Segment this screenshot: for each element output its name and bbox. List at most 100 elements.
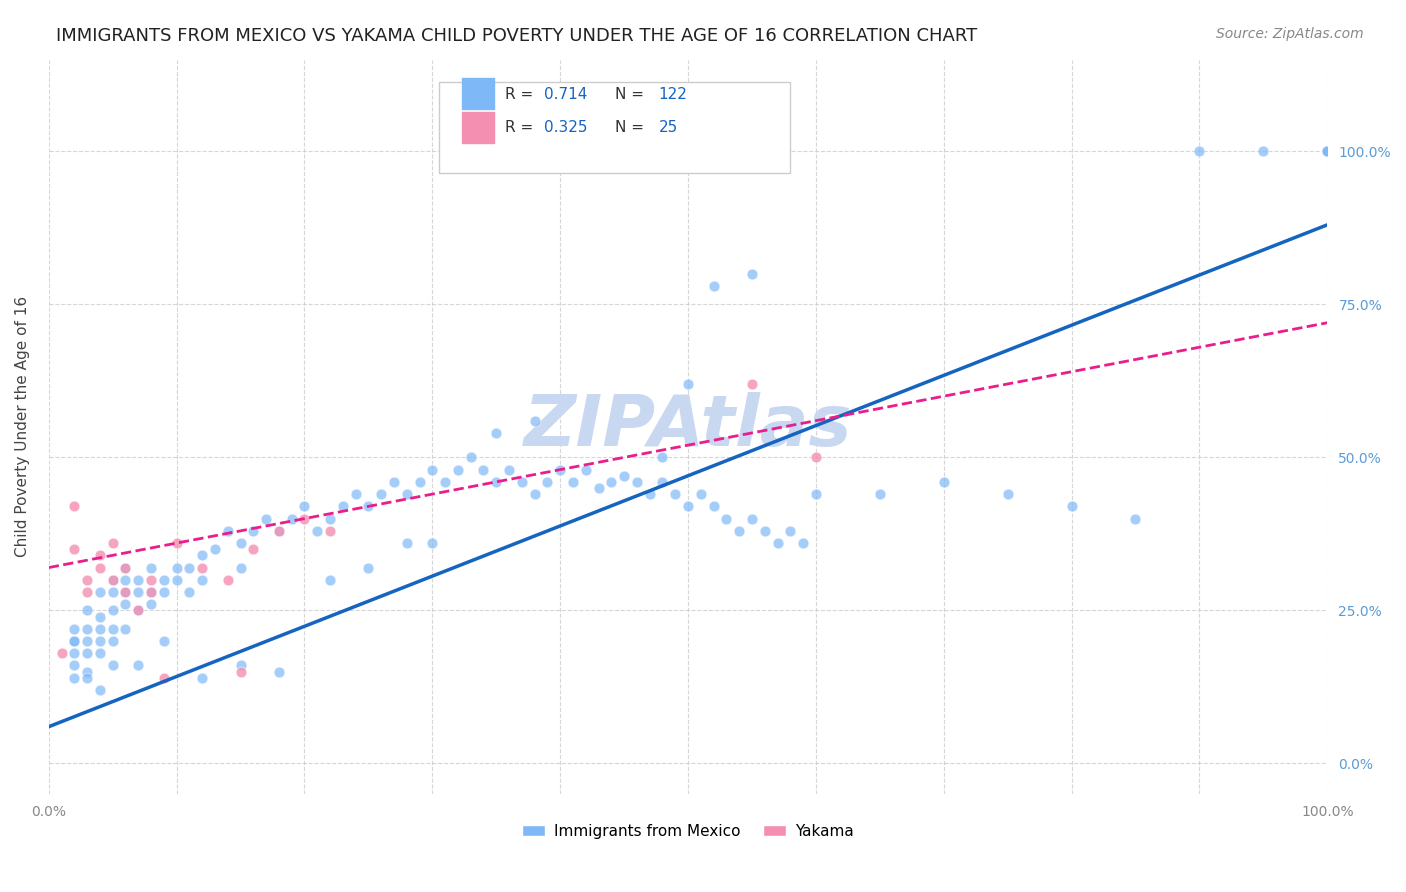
Immigrants from Mexico: [779, 524, 801, 538]
Text: N =: N =: [616, 120, 650, 136]
Immigrants from Mexico: [114, 622, 136, 636]
Yakama: [89, 560, 111, 574]
Immigrants from Mexico: [76, 665, 98, 679]
Yakama: [139, 573, 162, 587]
Yakama: [139, 585, 162, 599]
Yakama: [166, 536, 188, 550]
Immigrants from Mexico: [127, 573, 149, 587]
Yakama: [127, 603, 149, 617]
Immigrants from Mexico: [460, 450, 482, 465]
Immigrants from Mexico: [472, 463, 495, 477]
Immigrants from Mexico: [689, 487, 711, 501]
Yakama: [101, 536, 124, 550]
Immigrants from Mexico: [523, 487, 546, 501]
Immigrants from Mexico: [932, 475, 955, 489]
Immigrants from Mexico: [1316, 145, 1339, 159]
Immigrants from Mexico: [89, 622, 111, 636]
Yakama: [217, 573, 239, 587]
Immigrants from Mexico: [357, 500, 380, 514]
Immigrants from Mexico: [408, 475, 430, 489]
Yakama: [101, 573, 124, 587]
Yakama: [741, 376, 763, 391]
Yakama: [114, 585, 136, 599]
Immigrants from Mexico: [127, 585, 149, 599]
Immigrants from Mexico: [703, 279, 725, 293]
Immigrants from Mexico: [869, 487, 891, 501]
Immigrants from Mexico: [139, 585, 162, 599]
Immigrants from Mexico: [89, 683, 111, 698]
Immigrants from Mexico: [395, 536, 418, 550]
Yakama: [76, 573, 98, 587]
Immigrants from Mexico: [229, 658, 252, 673]
Immigrants from Mexico: [664, 487, 686, 501]
Immigrants from Mexico: [63, 646, 86, 660]
Immigrants from Mexico: [600, 475, 623, 489]
Immigrants from Mexico: [191, 671, 214, 685]
Immigrants from Mexico: [166, 573, 188, 587]
Immigrants from Mexico: [420, 536, 443, 550]
Immigrants from Mexico: [127, 603, 149, 617]
Immigrants from Mexico: [242, 524, 264, 538]
Immigrants from Mexico: [204, 542, 226, 557]
Immigrants from Mexico: [319, 573, 342, 587]
Immigrants from Mexico: [676, 376, 699, 391]
Immigrants from Mexico: [101, 585, 124, 599]
Immigrants from Mexico: [575, 463, 598, 477]
Immigrants from Mexico: [63, 634, 86, 648]
Immigrants from Mexico: [267, 665, 290, 679]
Immigrants from Mexico: [76, 603, 98, 617]
Immigrants from Mexico: [267, 524, 290, 538]
Text: ZIPAtlas: ZIPAtlas: [524, 392, 852, 461]
Immigrants from Mexico: [804, 487, 827, 501]
Immigrants from Mexico: [703, 500, 725, 514]
Text: 0.714: 0.714: [544, 87, 586, 102]
Immigrants from Mexico: [332, 500, 354, 514]
Immigrants from Mexico: [294, 500, 316, 514]
Immigrants from Mexico: [1316, 145, 1339, 159]
Immigrants from Mexico: [536, 475, 558, 489]
Immigrants from Mexico: [307, 524, 329, 538]
Immigrants from Mexico: [1125, 511, 1147, 525]
Immigrants from Mexico: [728, 524, 751, 538]
Immigrants from Mexico: [101, 573, 124, 587]
Text: 122: 122: [658, 87, 688, 102]
Immigrants from Mexico: [1316, 145, 1339, 159]
Immigrants from Mexico: [792, 536, 814, 550]
Immigrants from Mexico: [76, 622, 98, 636]
Immigrants from Mexico: [1316, 145, 1339, 159]
Immigrants from Mexico: [447, 463, 470, 477]
Yakama: [51, 646, 73, 660]
Immigrants from Mexico: [548, 463, 571, 477]
Legend: Immigrants from Mexico, Yakama: Immigrants from Mexico, Yakama: [516, 818, 860, 845]
Yakama: [76, 585, 98, 599]
Immigrants from Mexico: [1188, 145, 1211, 159]
Immigrants from Mexico: [1253, 145, 1275, 159]
Bar: [461, 112, 494, 143]
Immigrants from Mexico: [613, 468, 636, 483]
Immigrants from Mexico: [498, 463, 520, 477]
Text: 0.325: 0.325: [544, 120, 588, 136]
Immigrants from Mexico: [588, 481, 610, 495]
Y-axis label: Child Poverty Under the Age of 16: Child Poverty Under the Age of 16: [15, 296, 30, 558]
Immigrants from Mexico: [523, 414, 546, 428]
Immigrants from Mexico: [676, 500, 699, 514]
Immigrants from Mexico: [63, 622, 86, 636]
Immigrants from Mexico: [63, 671, 86, 685]
Immigrants from Mexico: [1316, 145, 1339, 159]
Yakama: [804, 450, 827, 465]
Immigrants from Mexico: [626, 475, 648, 489]
Immigrants from Mexico: [254, 511, 277, 525]
Immigrants from Mexico: [101, 658, 124, 673]
Immigrants from Mexico: [1316, 145, 1339, 159]
Immigrants from Mexico: [139, 560, 162, 574]
Immigrants from Mexico: [485, 475, 508, 489]
Immigrants from Mexico: [766, 536, 789, 550]
Text: 25: 25: [658, 120, 678, 136]
FancyBboxPatch shape: [439, 82, 790, 173]
Text: IMMIGRANTS FROM MEXICO VS YAKAMA CHILD POVERTY UNDER THE AGE OF 16 CORRELATION C: IMMIGRANTS FROM MEXICO VS YAKAMA CHILD P…: [56, 27, 977, 45]
Immigrants from Mexico: [166, 560, 188, 574]
Immigrants from Mexico: [741, 511, 763, 525]
Yakama: [229, 665, 252, 679]
Immigrants from Mexico: [319, 511, 342, 525]
Yakama: [319, 524, 342, 538]
